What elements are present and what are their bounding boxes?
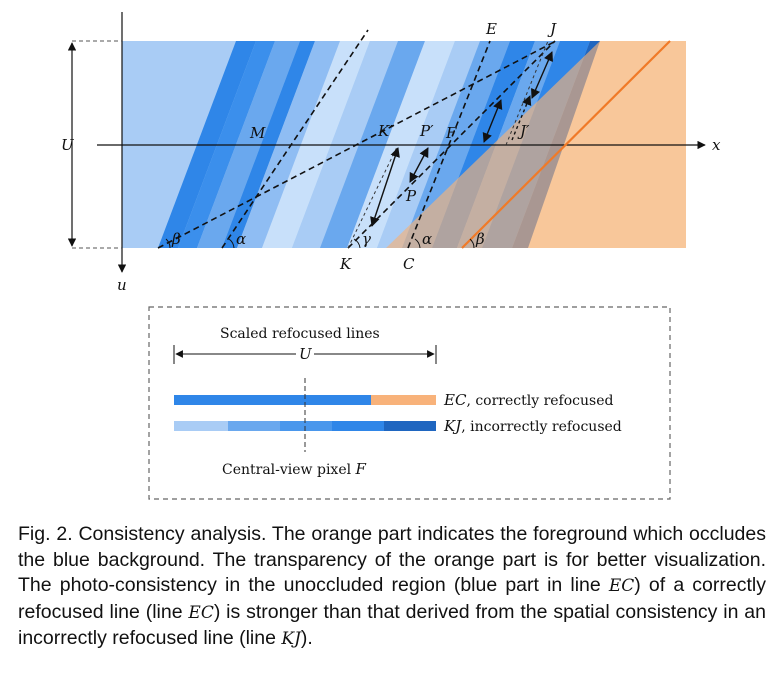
label-K-prime: K′ <box>377 122 393 140</box>
foreground-line <box>461 40 671 249</box>
label-C: C <box>403 255 415 273</box>
label-alpha-left: α <box>236 230 246 248</box>
label-x: x <box>712 136 721 154</box>
line-kj-caption: KJ, incorrectly refocused <box>443 417 622 435</box>
line-kj-seg-5 <box>384 421 436 431</box>
label-alpha-right: α <box>422 230 432 248</box>
label-K: K <box>339 255 352 273</box>
line-ec-bar-orange <box>371 395 436 405</box>
label-J-prime: J′ <box>517 122 530 140</box>
label-gamma: γ <box>362 230 371 248</box>
label-P: P <box>405 187 417 205</box>
central-pixel-label: Central-view pixel F <box>222 460 367 478</box>
label-M: M <box>249 124 266 142</box>
consistency-arrows <box>370 51 553 227</box>
legend-title: Scaled refocused lines <box>220 326 380 342</box>
consistency-analysis-diagram: E J M K′ P′ F J′ P K C x u U β α γ α β S… <box>61 12 721 500</box>
label-beta-right: β <box>475 230 485 248</box>
label-u: u <box>117 276 127 294</box>
figure-caption: Fig. 2. Consistency analysis. The orange… <box>18 523 766 649</box>
label-beta-left: β <box>171 230 181 248</box>
label-E: E <box>485 20 497 38</box>
refocus-lines <box>157 29 557 249</box>
line-kj-seg-2 <box>228 421 280 431</box>
line-ec-caption: EC, correctly refocused <box>443 391 613 409</box>
line-ec-bar-blue <box>174 395 371 405</box>
label-U: U <box>61 136 75 154</box>
legend-span-label: U <box>299 345 313 363</box>
line-kj-seg-3 <box>280 421 332 431</box>
label-P-prime: P′ <box>419 122 434 140</box>
legend-box: Scaled refocused lines U EC, correctly r… <box>148 306 671 500</box>
line-kj-seg-1 <box>174 421 228 431</box>
line-kj-seg-4 <box>332 421 384 431</box>
label-F: F <box>445 124 457 142</box>
label-J: J <box>547 20 557 38</box>
